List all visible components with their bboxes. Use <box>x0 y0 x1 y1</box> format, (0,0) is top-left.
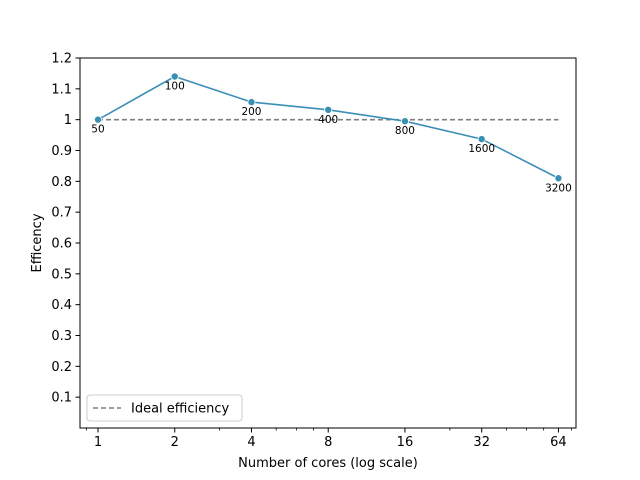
data-point-label: 800 <box>395 125 415 137</box>
y-tick-label: 0.2 <box>51 360 72 375</box>
data-point <box>477 135 486 144</box>
y-axis: 0.1 0.2 0.3 0.4 0.5 0.6 0.7 0.8 0.9 1 1.1 1.2 <box>51 52 80 406</box>
x-tick-label: 16 <box>397 435 414 450</box>
plot-area: 50 100 200 400 800 1600 3200 <box>91 72 572 194</box>
y-tick-label: 0.5 <box>51 267 72 282</box>
y-axis-label: Efficency <box>30 213 45 272</box>
x-axis: 1 2 4 8 16 32 64 <box>85 428 572 450</box>
y-tick-label: 0.7 <box>51 206 72 221</box>
y-tick-label: 1 <box>64 113 72 128</box>
x-tick-label: 4 <box>247 435 255 450</box>
legend-label-ideal: Ideal efficiency <box>131 402 230 417</box>
x-tick-label: 8 <box>324 435 332 450</box>
data-point <box>93 115 102 124</box>
y-tick-label: 1.2 <box>51 52 72 67</box>
y-tick-label: 0.6 <box>51 237 72 252</box>
y-tick-label: 1.1 <box>51 82 72 97</box>
y-tick-label: 0.8 <box>51 175 72 190</box>
x-axis-label: Number of cores (log scale) <box>238 456 418 471</box>
data-point <box>400 117 409 126</box>
legend: Ideal efficiency <box>86 394 243 422</box>
data-point-label: 100 <box>165 81 185 93</box>
data-point <box>170 72 179 81</box>
data-point <box>247 98 256 107</box>
data-point-label: 1600 <box>468 143 495 155</box>
data-point-label: 50 <box>91 124 104 136</box>
x-tick-label: 1 <box>94 435 102 450</box>
y-tick-label: 0.1 <box>51 391 72 406</box>
x-tick-label: 32 <box>473 435 490 450</box>
y-tick-label: 0.4 <box>51 298 72 313</box>
data-point-label: 400 <box>318 114 338 126</box>
data-point-label: 3200 <box>545 182 572 194</box>
y-tick-label: 0.9 <box>51 144 72 159</box>
x-tick-label: 64 <box>550 435 567 450</box>
x-tick-label: 2 <box>171 435 179 450</box>
data-point <box>554 174 563 183</box>
data-point-label: 200 <box>241 106 261 118</box>
y-tick-label: 0.3 <box>51 329 72 344</box>
legend-box <box>86 394 243 422</box>
data-point <box>324 105 333 114</box>
